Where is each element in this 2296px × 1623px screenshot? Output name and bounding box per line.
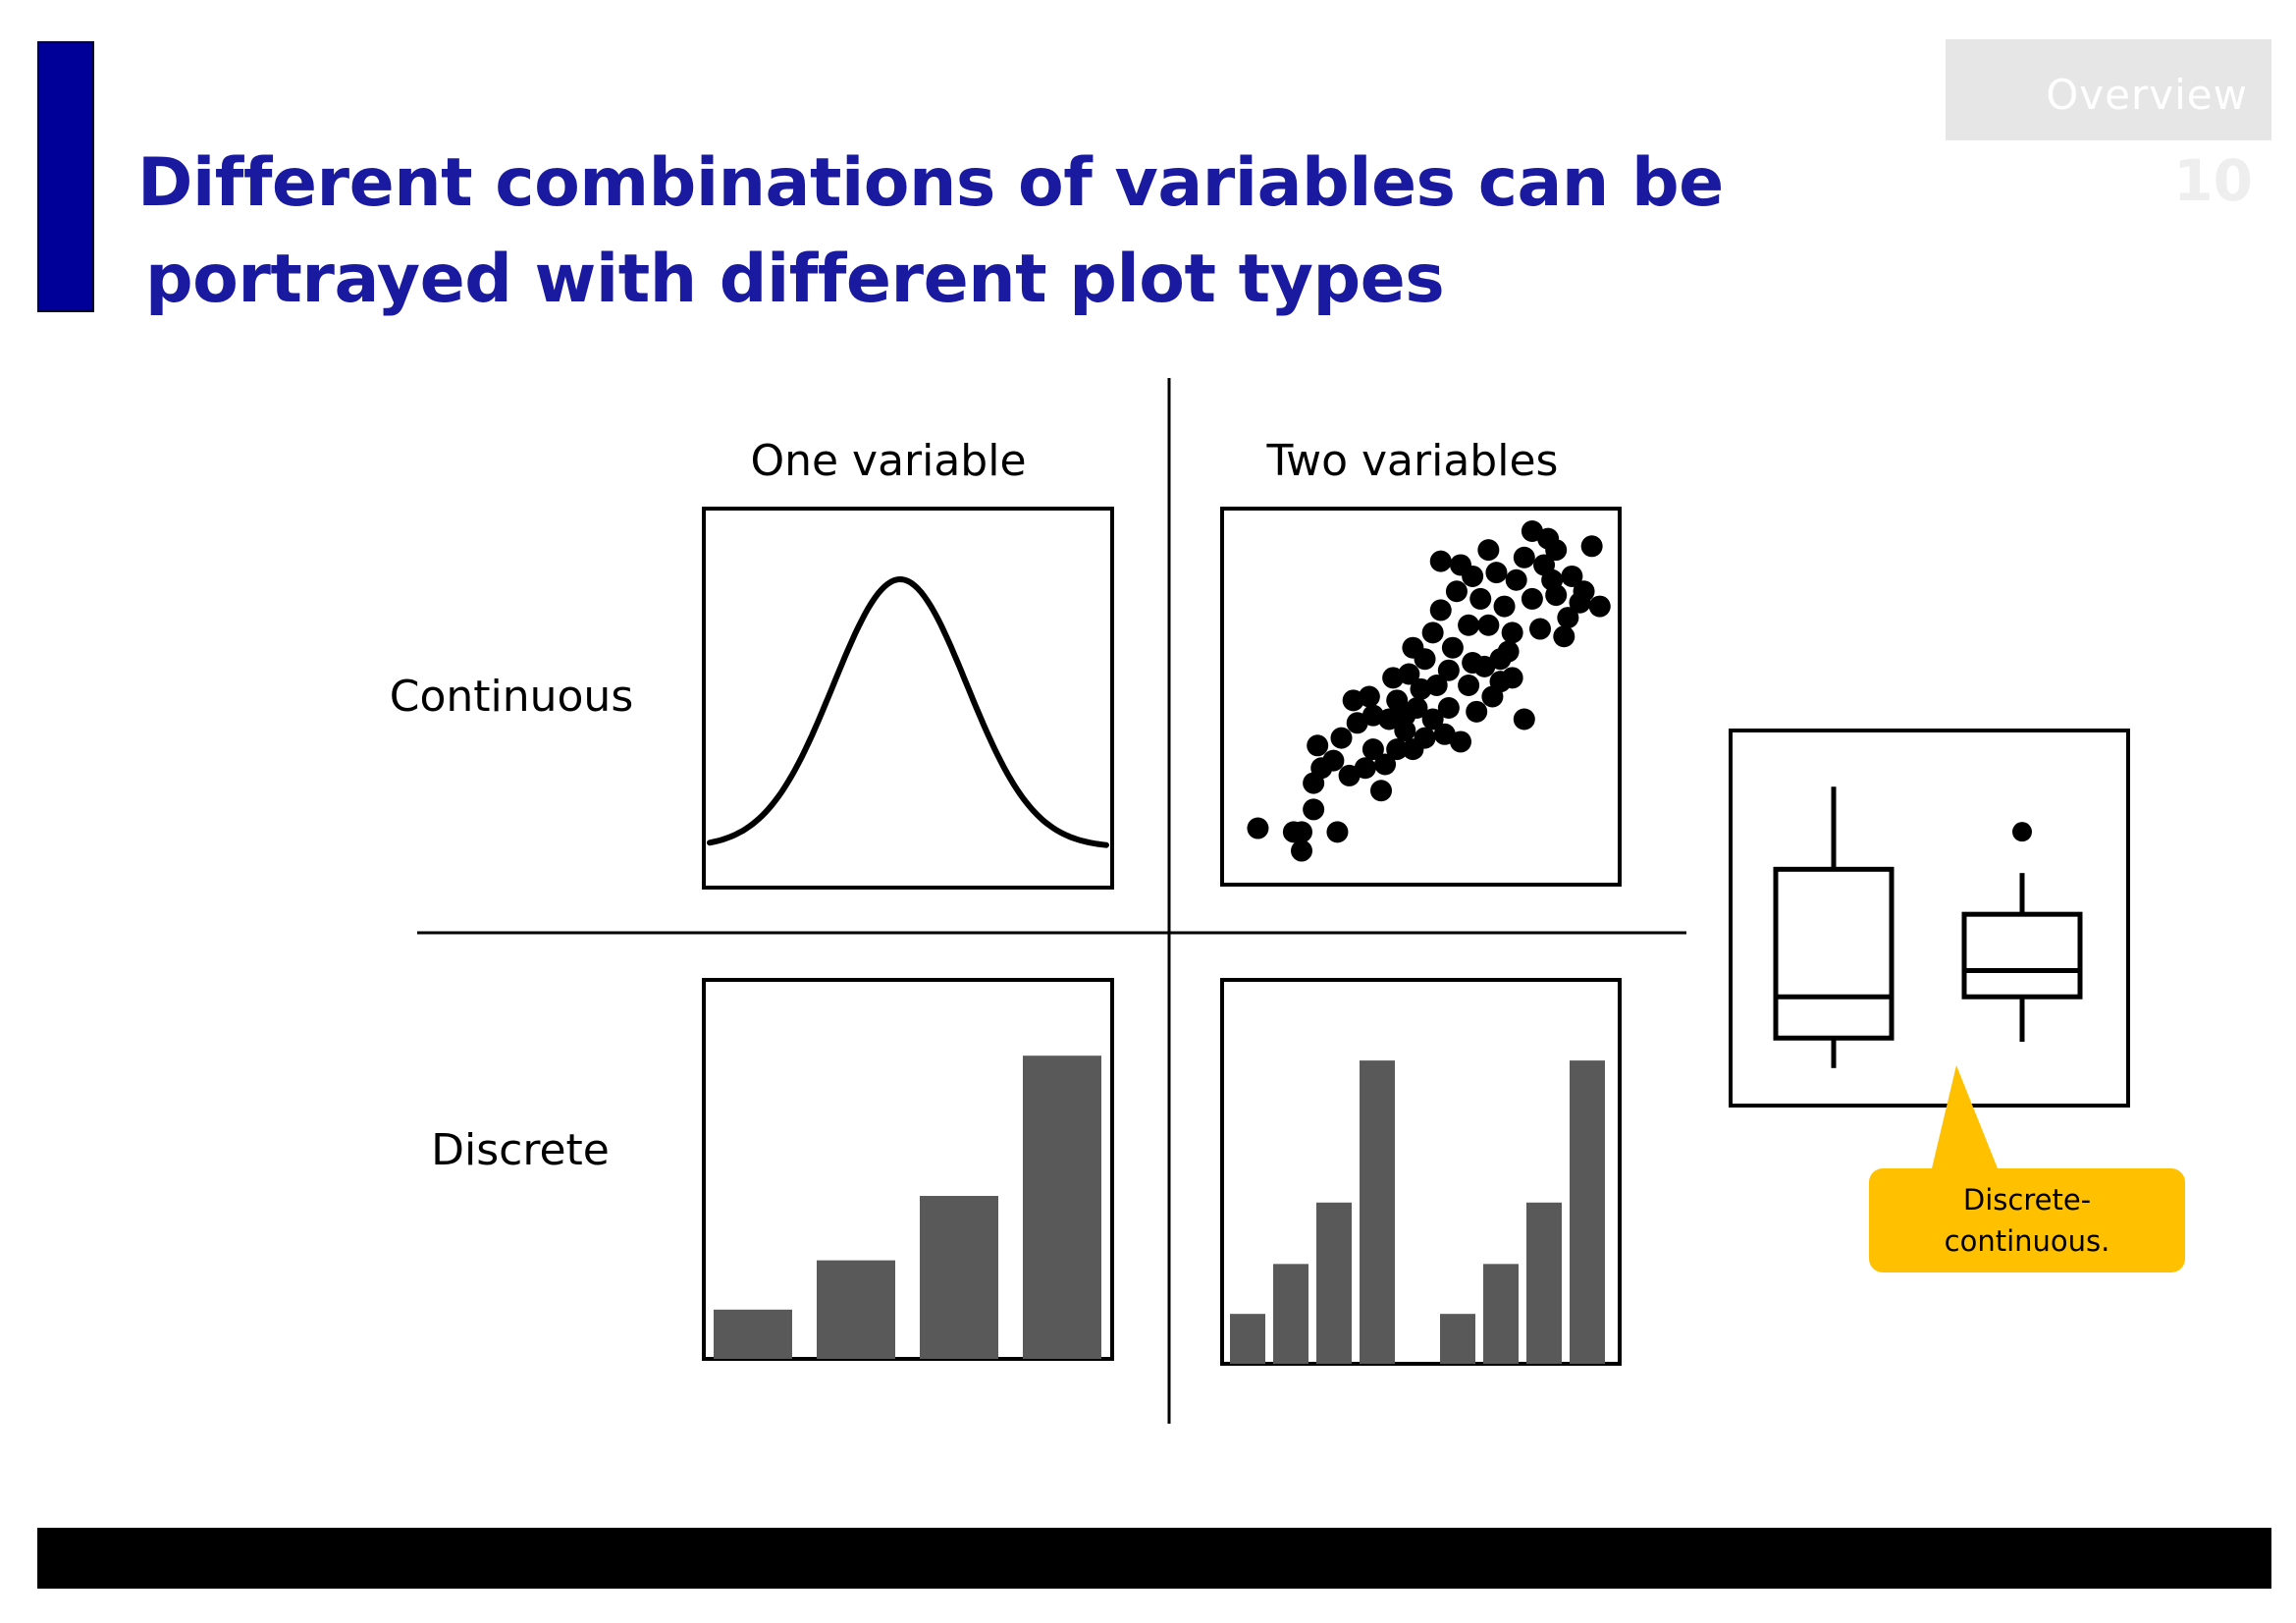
scatter-point [1374, 753, 1397, 776]
discrete-continuous-callout: Discrete- continuous. [1869, 1168, 2185, 1272]
scatter-point [1466, 700, 1488, 723]
title-accent-bar [37, 41, 94, 312]
scatter-point [1462, 652, 1484, 675]
scatter-point [1573, 580, 1595, 603]
callout-line-1: Discrete- [1962, 1183, 2092, 1217]
scatter-point [1521, 587, 1543, 610]
bar [817, 1260, 895, 1359]
grouped-bar [1440, 1314, 1475, 1364]
scatter-point [1429, 550, 1452, 572]
bar-chart-frame [702, 978, 1114, 1361]
box [1773, 866, 1895, 1041]
grouped-bar [1526, 1202, 1562, 1364]
scatter-point [1437, 696, 1460, 719]
box [1961, 911, 2083, 1000]
scatter-point [1303, 798, 1325, 821]
scatter-plot-frame [1220, 507, 1622, 887]
scatter-point [1588, 595, 1611, 618]
box-outlier-point [2012, 822, 2032, 842]
bar [714, 1309, 792, 1359]
scatter-point [1394, 704, 1416, 727]
bar [1023, 1055, 1101, 1359]
section-tab: Overview [1946, 39, 2271, 140]
scatter-point [1326, 821, 1349, 843]
scatter-point [1247, 817, 1269, 839]
slide-title: Different combinations of variables can … [137, 135, 1724, 328]
scatter-point [1458, 675, 1480, 697]
grouped-bar [1273, 1264, 1308, 1364]
scatter-point [1521, 519, 1543, 542]
scatter-point [1402, 636, 1424, 659]
scatter-point [1501, 622, 1523, 644]
row-header-continuous: Continuous [390, 672, 634, 722]
density-curve [707, 575, 1109, 848]
grouped-bar [1360, 1060, 1395, 1364]
page-number: 10 [2173, 147, 2253, 214]
scatter-points [1247, 519, 1611, 862]
scatter-point [1477, 539, 1500, 562]
scatter-point [1342, 689, 1364, 712]
scatter-point [1386, 738, 1409, 761]
bar [920, 1196, 998, 1359]
column-header-two-variables: Two variables [1266, 436, 1559, 486]
scatter-point [1580, 535, 1603, 558]
scatter-point [1330, 727, 1353, 749]
scatter-point [1469, 587, 1492, 610]
scatter-point [1291, 821, 1312, 843]
scatter-point [1450, 730, 1471, 753]
grouped-bar [1316, 1202, 1352, 1364]
bar-chart-bars [714, 1055, 1101, 1359]
scatter-point [1557, 607, 1579, 629]
scatter-point [1307, 734, 1329, 757]
grouped-bar [1570, 1060, 1605, 1364]
column-header-one-variable: One variable [750, 436, 1026, 486]
scatter-point [1450, 554, 1471, 576]
grouped-bar-chart-bars [1230, 1060, 1605, 1364]
scatter-point [1477, 614, 1500, 636]
scatter-point [1553, 625, 1575, 648]
scatter-point [1445, 580, 1468, 603]
scatter-point [1429, 599, 1452, 622]
scatter-point [1545, 539, 1568, 562]
boxplot-frame [1729, 729, 2130, 1108]
scatter-point [1291, 839, 1312, 862]
density-plot-frame [702, 507, 1114, 890]
scatter-point [1414, 727, 1436, 749]
scatter-point [1421, 708, 1444, 730]
scatter-point [1497, 640, 1520, 663]
scatter-point [1370, 780, 1392, 802]
scatter-point [1362, 704, 1384, 727]
section-label: Overview [2046, 71, 2248, 119]
scatter-point [1489, 671, 1512, 693]
scatter-point [1493, 595, 1516, 618]
scatter-point [1322, 749, 1345, 772]
scatter-point [1513, 546, 1535, 568]
callout-pointer [1932, 1065, 1998, 1168]
scatter-point [1382, 667, 1405, 689]
callout-line-2: continuous. [1944, 1224, 2110, 1258]
row-header-discrete: Discrete [431, 1125, 610, 1175]
scatter-point [1485, 562, 1508, 584]
slide-title-line-1: Different combinations of variables can … [137, 144, 1724, 222]
scatter-point [1561, 565, 1583, 587]
scatter-point [1529, 618, 1551, 640]
scatter-point [1437, 659, 1460, 681]
scatter-point [1505, 568, 1527, 591]
scatter-point [1541, 568, 1564, 591]
grouped-bar [1483, 1264, 1519, 1364]
footer-bar [37, 1528, 2271, 1589]
scatter-point [1458, 614, 1480, 636]
scatter-point [1394, 719, 1416, 741]
slide-title-line-2: portrayed with different plot types [145, 241, 1445, 318]
scatter-point [1362, 738, 1384, 761]
grouped-bar [1230, 1314, 1265, 1364]
scatter-point [1354, 757, 1376, 780]
scatter-point [1421, 622, 1444, 644]
scatter-point [1410, 677, 1432, 700]
boxplot-boxes [1773, 786, 2083, 1068]
grouped-bar-chart-frame [1220, 978, 1622, 1366]
scatter-point [1513, 708, 1535, 730]
scatter-point [1441, 636, 1464, 659]
